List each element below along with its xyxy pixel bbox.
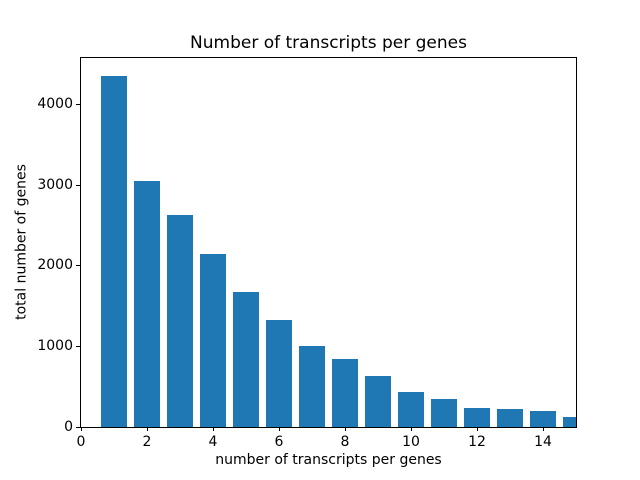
y-tick-mark <box>76 265 80 267</box>
bar-x6 <box>265 320 293 427</box>
y-axis-label: total number of genes <box>13 164 30 320</box>
bar-x1 <box>100 75 128 427</box>
y-tick-label: 2000 <box>37 257 73 274</box>
x-tick-label: 8 <box>340 434 350 450</box>
y-tick-label: 1000 <box>37 338 73 355</box>
x-tick-mark <box>543 427 544 431</box>
bar-x8 <box>331 358 359 427</box>
x-tick-label: 6 <box>274 434 284 450</box>
bar-x12 <box>463 407 491 427</box>
y-tick-label: 0 <box>64 419 73 435</box>
plot-area <box>80 57 577 428</box>
x-tick-mark <box>345 427 346 431</box>
x-tick-label: 12 <box>468 434 486 450</box>
y-tick-mark <box>76 184 80 186</box>
x-tick-mark <box>147 427 148 431</box>
bar-x13 <box>496 409 524 427</box>
bar-x11 <box>430 399 458 427</box>
y-tick-mark <box>76 103 80 105</box>
x-tick-mark <box>411 427 412 431</box>
bars-container <box>81 58 576 427</box>
x-tick-label: 10 <box>402 434 420 450</box>
y-tick-label: 3000 <box>37 176 73 193</box>
bar-x7 <box>298 346 326 427</box>
y-tick-mark <box>76 427 80 428</box>
x-tick-label: 14 <box>534 434 552 450</box>
bar-x3 <box>166 214 194 427</box>
bar-x5 <box>232 292 260 427</box>
x-tick-mark <box>81 427 82 431</box>
y-tick-label: 4000 <box>37 95 73 112</box>
x-tick-label: 4 <box>208 434 218 450</box>
bar-x15 <box>562 416 576 427</box>
x-tick-mark <box>279 427 280 431</box>
bar-x2 <box>133 181 161 427</box>
x-tick-label: 2 <box>142 434 152 450</box>
y-tick-mark <box>76 346 80 348</box>
bar-x14 <box>529 411 557 427</box>
x-tick-mark <box>477 427 478 431</box>
x-axis-label: number of transcripts per genes <box>215 452 442 468</box>
bar-x4 <box>199 254 227 427</box>
bar-x9 <box>364 376 392 427</box>
x-tick-mark <box>213 427 214 431</box>
x-tick-label: 0 <box>76 434 86 450</box>
chart-title: Number of transcripts per genes <box>190 33 467 53</box>
bar-x10 <box>397 392 425 427</box>
